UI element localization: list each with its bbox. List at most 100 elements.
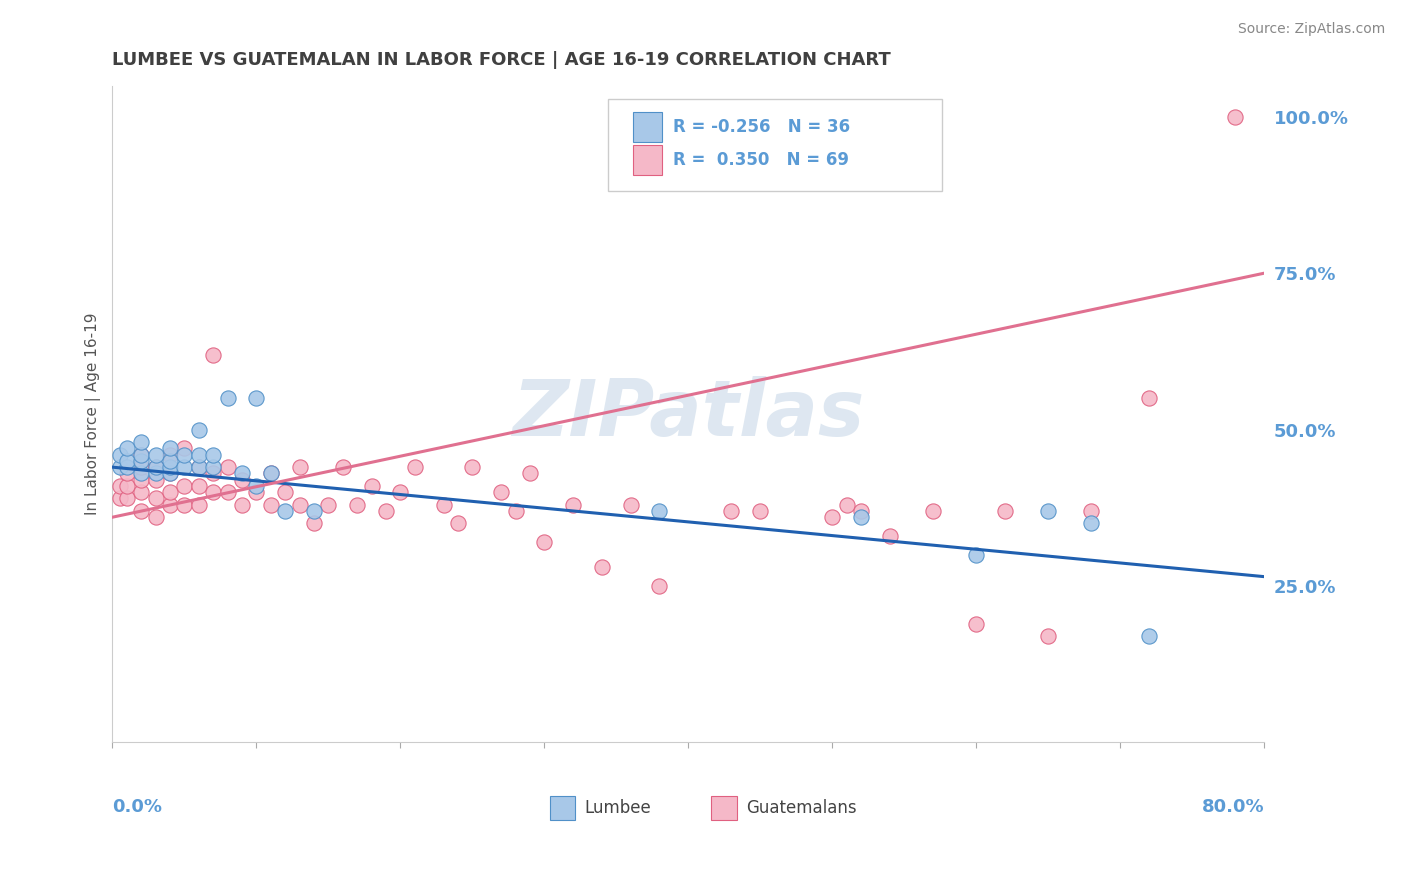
Point — [145, 448, 167, 462]
Point — [159, 454, 181, 468]
Point — [173, 448, 195, 462]
Point — [245, 392, 267, 406]
Point — [115, 491, 138, 506]
Point — [245, 479, 267, 493]
Point — [108, 460, 131, 475]
Point — [922, 504, 945, 518]
Point — [231, 498, 253, 512]
Point — [115, 442, 138, 456]
Point — [108, 479, 131, 493]
Point — [505, 504, 527, 518]
Point — [231, 473, 253, 487]
Point — [447, 516, 470, 531]
Point — [1225, 110, 1247, 124]
Point — [108, 491, 131, 506]
Point — [173, 498, 195, 512]
Point — [173, 442, 195, 456]
Point — [217, 392, 239, 406]
Text: 0.0%: 0.0% — [112, 798, 163, 816]
Point — [749, 504, 772, 518]
Point — [274, 504, 297, 518]
Point — [173, 479, 195, 493]
Point — [302, 504, 325, 518]
Text: R = -0.256   N = 36: R = -0.256 N = 36 — [673, 118, 851, 136]
FancyBboxPatch shape — [550, 797, 575, 820]
Point — [159, 498, 181, 512]
Point — [260, 498, 283, 512]
Point — [849, 510, 872, 524]
Point — [720, 504, 742, 518]
Point — [461, 460, 484, 475]
Point — [274, 485, 297, 500]
Point — [129, 435, 152, 450]
Point — [159, 467, 181, 481]
Point — [1036, 629, 1059, 643]
Point — [1080, 516, 1102, 531]
Text: 80.0%: 80.0% — [1202, 798, 1264, 816]
Point — [231, 467, 253, 481]
Point — [332, 460, 354, 475]
Point — [159, 467, 181, 481]
Point — [159, 460, 181, 475]
Point — [115, 479, 138, 493]
Point — [260, 467, 283, 481]
Text: Guatemalans: Guatemalans — [745, 799, 856, 817]
Point — [129, 473, 152, 487]
Point — [145, 467, 167, 481]
Point — [145, 460, 167, 475]
Point — [115, 460, 138, 475]
Point — [1036, 504, 1059, 518]
Point — [187, 423, 209, 437]
Point — [965, 616, 987, 631]
Point — [129, 454, 152, 468]
Point — [389, 485, 412, 500]
FancyBboxPatch shape — [711, 797, 737, 820]
Point — [288, 460, 311, 475]
Point — [202, 485, 225, 500]
Point — [217, 485, 239, 500]
Point — [129, 460, 152, 475]
Point — [202, 448, 225, 462]
Point — [1137, 392, 1160, 406]
Point — [129, 485, 152, 500]
Point — [145, 460, 167, 475]
Point — [202, 467, 225, 481]
Point — [115, 467, 138, 481]
Point — [302, 516, 325, 531]
Point — [159, 485, 181, 500]
Point — [591, 560, 613, 574]
Point — [173, 460, 195, 475]
Point — [159, 448, 181, 462]
FancyBboxPatch shape — [633, 112, 662, 142]
Point — [187, 448, 209, 462]
Point — [360, 479, 382, 493]
Point — [260, 467, 283, 481]
Point — [288, 498, 311, 512]
Point — [620, 498, 643, 512]
Point — [374, 504, 396, 518]
Point — [115, 454, 138, 468]
Text: Lumbee: Lumbee — [585, 799, 651, 817]
Text: LUMBEE VS GUATEMALAN IN LABOR FORCE | AGE 16-19 CORRELATION CHART: LUMBEE VS GUATEMALAN IN LABOR FORCE | AG… — [112, 51, 891, 69]
Point — [187, 460, 209, 475]
Point — [648, 579, 671, 593]
Point — [432, 498, 454, 512]
Point — [217, 460, 239, 475]
Point — [994, 504, 1017, 518]
Point — [245, 485, 267, 500]
Point — [187, 479, 209, 493]
Point — [145, 510, 167, 524]
FancyBboxPatch shape — [633, 145, 662, 175]
Point — [835, 498, 858, 512]
Point — [879, 529, 901, 543]
Point — [129, 448, 152, 462]
Point — [129, 448, 152, 462]
Point — [129, 504, 152, 518]
Point — [318, 498, 340, 512]
Text: ZIPatlas: ZIPatlas — [512, 376, 865, 452]
Y-axis label: In Labor Force | Age 16-19: In Labor Force | Age 16-19 — [86, 313, 101, 516]
Text: R =  0.350   N = 69: R = 0.350 N = 69 — [673, 151, 849, 169]
Point — [489, 485, 512, 500]
Point — [145, 491, 167, 506]
Point — [1080, 504, 1102, 518]
